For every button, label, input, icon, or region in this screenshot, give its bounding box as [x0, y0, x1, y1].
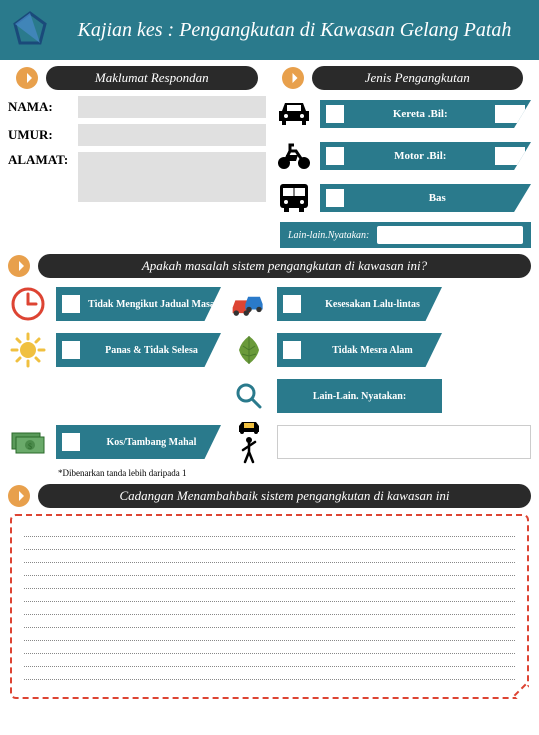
- suggest-title: Cadangan Menambahbaik sistem pengangkuta…: [38, 484, 531, 508]
- transport-other-input[interactable]: [377, 226, 523, 244]
- problems-note: *Dibenarkan tanda lebih daripada 1: [58, 468, 531, 478]
- bus-option[interactable]: Bas: [320, 184, 532, 212]
- money-icon: $: [8, 422, 48, 462]
- svg-text:$: $: [28, 442, 32, 451]
- cost-option[interactable]: Kos/Tambang Mahal: [56, 425, 221, 459]
- motor-option[interactable]: Motor .Bil:: [320, 142, 532, 170]
- sun-icon: [8, 330, 48, 370]
- address-label: ALAMAT:: [8, 152, 78, 168]
- bus-label: Bas: [350, 192, 526, 204]
- other-problem-option[interactable]: Lain-Lain. Nyatakan:: [277, 379, 442, 413]
- schedule-checkbox[interactable]: [62, 295, 80, 313]
- eco-label: Tidak Mesra Alam: [309, 345, 436, 356]
- traffic-icon: [229, 284, 269, 324]
- bus-icon: [274, 180, 314, 216]
- problems-header: Apakah masalah sistem pengangkutan di ka…: [8, 254, 531, 278]
- hot-checkbox[interactable]: [62, 341, 80, 359]
- cost-label: Kos/Tambang Mahal: [88, 437, 215, 448]
- car-checkbox[interactable]: [326, 105, 344, 123]
- age-input[interactable]: [78, 124, 266, 146]
- bullet-icon: [16, 67, 38, 89]
- motor-icon: [274, 138, 314, 174]
- search-icon: [229, 376, 269, 416]
- hot-option[interactable]: Panas & Tidak Selesa: [56, 333, 221, 367]
- problems-title: Apakah masalah sistem pengangkutan di ka…: [38, 254, 531, 278]
- suggest-header: Cadangan Menambahbaik sistem pengangkuta…: [8, 484, 531, 508]
- other-problem-label: Lain-Lain. Nyatakan:: [283, 391, 436, 402]
- clock-icon: [8, 284, 48, 324]
- bus-checkbox[interactable]: [326, 189, 344, 207]
- motor-label: Motor .Bil:: [350, 150, 492, 162]
- other-problem-input[interactable]: [277, 425, 531, 459]
- transport-title: Jenis Pengangkutan: [312, 66, 524, 90]
- schedule-label: Tidak Mengikut Jadual Masa: [88, 299, 215, 310]
- address-input[interactable]: [78, 152, 266, 202]
- eco-option[interactable]: Tidak Mesra Alam: [277, 333, 442, 367]
- name-label: NAMA:: [8, 99, 78, 115]
- car-label: Kereta .Bil:: [350, 108, 492, 120]
- traffic-option[interactable]: Kesesakan Lalu-lintas: [277, 287, 442, 321]
- cost-checkbox[interactable]: [62, 433, 80, 451]
- pedestrian-icon: [229, 422, 269, 462]
- car-option[interactable]: Kereta .Bil:: [320, 100, 532, 128]
- page-header: Kajian kes : Pengangkutan di Kawasan Gel…: [0, 0, 539, 60]
- age-label: UMUR:: [8, 127, 78, 143]
- hot-label: Panas & Tidak Selesa: [88, 345, 215, 356]
- name-input[interactable]: [78, 96, 266, 118]
- traffic-checkbox[interactable]: [283, 295, 301, 313]
- respondent-title: Maklumat Respondan: [46, 66, 258, 90]
- motor-count-input[interactable]: [495, 147, 525, 165]
- schedule-option[interactable]: Tidak Mengikut Jadual Masa: [56, 287, 221, 321]
- page-title: Kajian kes : Pengangkutan di Kawasan Gel…: [60, 18, 529, 42]
- car-icon: [274, 96, 314, 132]
- transport-other-label: Lain-lain.Nyatakan:: [288, 230, 369, 241]
- transport-header: Jenis Pengangkutan: [282, 66, 524, 90]
- leaf-icon: [229, 330, 269, 370]
- transport-other-row: Lain-lain.Nyatakan:: [280, 222, 531, 248]
- logo-icon: [10, 10, 50, 50]
- bullet-icon: [282, 67, 304, 89]
- respondent-header: Maklumat Respondan: [16, 66, 258, 90]
- suggestion-textarea[interactable]: [10, 514, 529, 699]
- motor-checkbox[interactable]: [326, 147, 344, 165]
- eco-checkbox[interactable]: [283, 341, 301, 359]
- traffic-label: Kesesakan Lalu-lintas: [309, 299, 436, 310]
- car-count-input[interactable]: [495, 105, 525, 123]
- bullet-icon: [8, 255, 30, 277]
- bullet-icon: [8, 485, 30, 507]
